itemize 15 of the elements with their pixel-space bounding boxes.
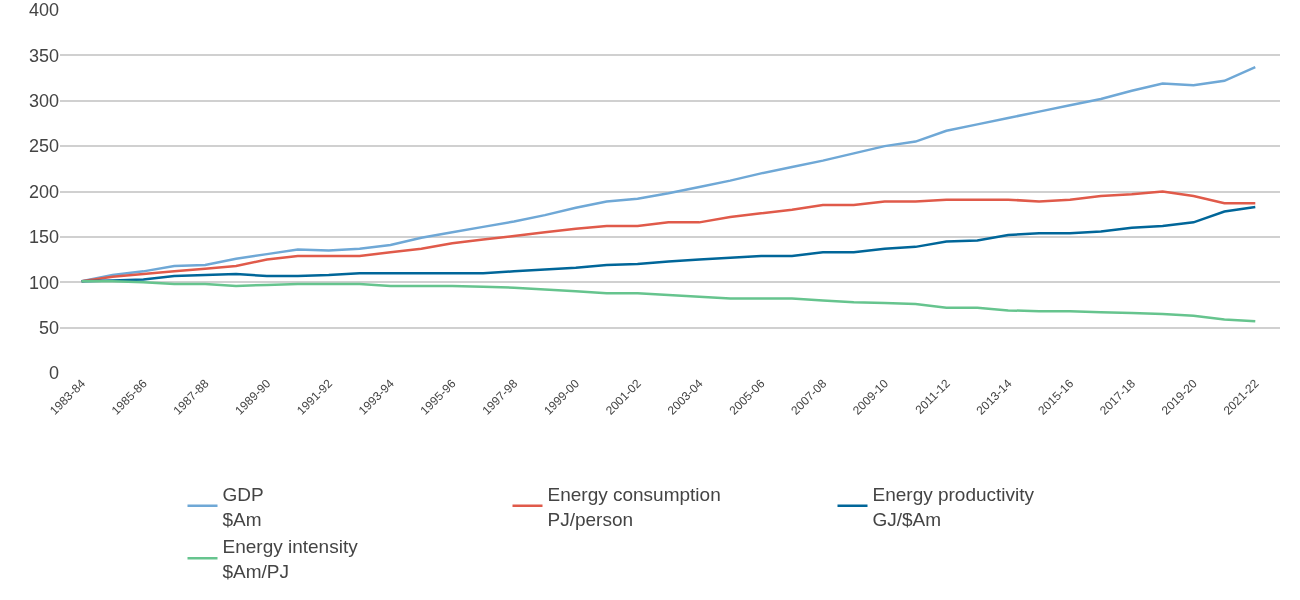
y-tick-label: 0 bbox=[48, 363, 59, 384]
y-tick-label: 250 bbox=[28, 136, 59, 157]
y-tick-label: 400 bbox=[28, 0, 59, 21]
y-tick-label: 150 bbox=[28, 227, 59, 248]
legend-label: Energy productivity GJ/$Am bbox=[872, 483, 1035, 530]
line-series bbox=[80, 190, 1257, 283]
y-tick-label: 300 bbox=[28, 91, 59, 112]
legend-label: GDP $Am bbox=[222, 483, 264, 530]
legend-label: Energy intensity $Am/PJ bbox=[222, 536, 359, 582]
legend-label: Energy consumption PJ/person bbox=[547, 483, 721, 530]
y-tick-label: 350 bbox=[28, 45, 59, 66]
line-series bbox=[80, 280, 1257, 323]
y-tick-label: 100 bbox=[28, 272, 59, 293]
y-tick-label: 50 bbox=[38, 317, 59, 338]
y-tick-label: 200 bbox=[28, 181, 59, 202]
